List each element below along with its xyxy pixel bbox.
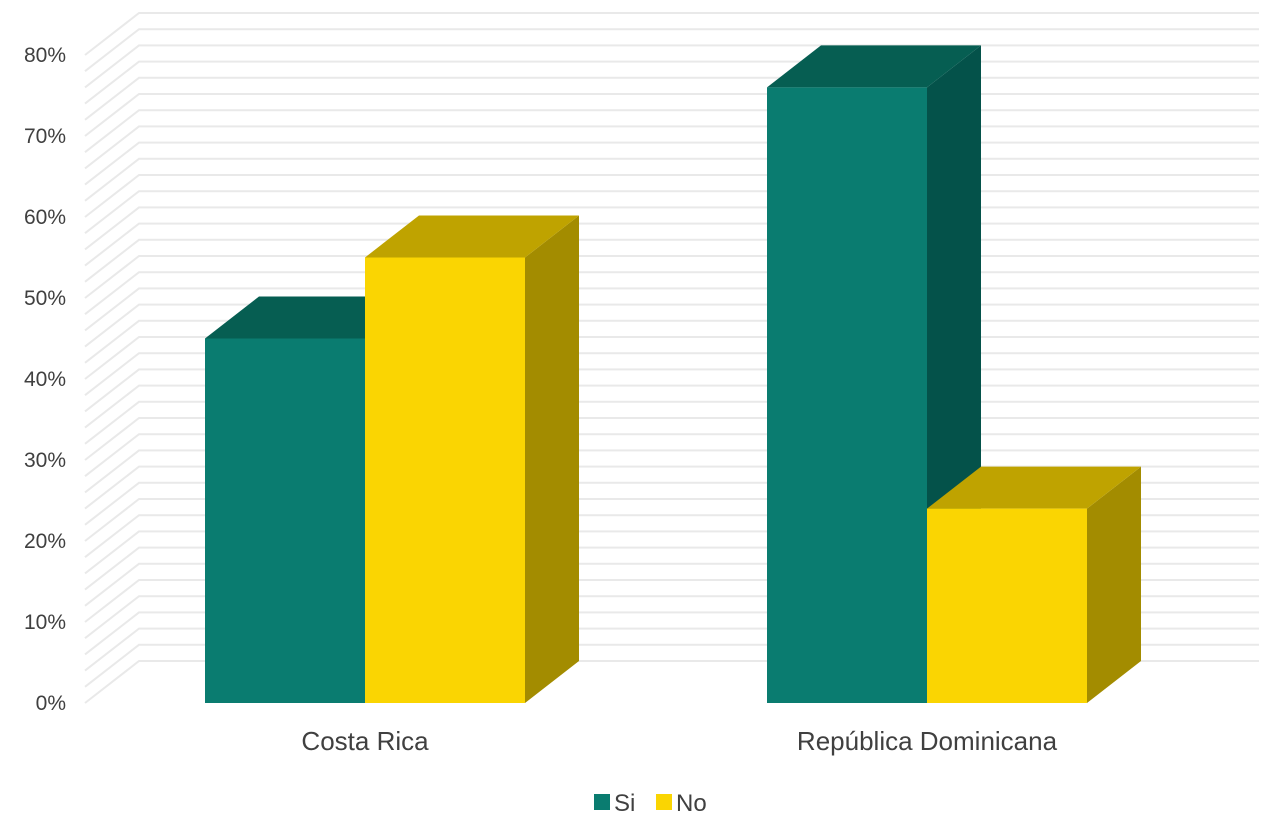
x-category-label: Costa Rica <box>301 726 429 756</box>
legend: Si No <box>594 790 707 816</box>
legend-swatch <box>656 794 672 810</box>
grid-line <box>84 255 1259 299</box>
grid-line <box>84 141 1259 186</box>
y-tick-label: 60% <box>24 206 66 229</box>
bar-no-2 <box>927 466 1141 703</box>
x-axis-category-labels: Costa Rica República Dominicana <box>301 726 1057 756</box>
grid-line <box>84 28 1259 72</box>
y-tick-label: 40% <box>24 368 66 391</box>
bar-no-1 <box>365 215 579 703</box>
x-category-label: República Dominicana <box>797 726 1058 756</box>
legend-item-si: Si <box>594 790 635 816</box>
grid-line <box>84 60 1259 105</box>
grid-line <box>84 125 1259 170</box>
legend-item-no: No <box>656 790 707 816</box>
grid-line <box>84 76 1259 121</box>
grid-line <box>84 222 1259 267</box>
y-tick-label: 80% <box>24 44 66 67</box>
bar-top-face <box>927 466 1141 509</box>
bar-top-face <box>365 215 579 258</box>
bar-side-face <box>1087 466 1141 703</box>
bars <box>205 45 1141 703</box>
bar-front-face <box>927 508 1087 703</box>
legend-label: Si <box>614 790 635 816</box>
grid-line <box>84 190 1259 234</box>
grid-line <box>84 174 1259 218</box>
grid-line <box>84 12 1259 56</box>
bar-front-face <box>767 87 927 703</box>
grid-line <box>84 44 1259 89</box>
y-axis-tick-labels: 0% 10% 20% 30% 40% 50% 60% 70% 80% <box>24 44 66 715</box>
bar-front-face <box>205 338 365 703</box>
grid-line <box>84 93 1259 137</box>
grid-line <box>84 206 1259 251</box>
grid-line <box>84 157 1259 202</box>
legend-label: No <box>676 790 707 816</box>
y-tick-label: 20% <box>24 530 66 553</box>
bar-front-face <box>365 257 525 703</box>
bar-side-face <box>525 215 579 703</box>
grid-line <box>84 238 1259 283</box>
y-tick-label: 10% <box>24 611 66 634</box>
legend-swatch <box>594 794 610 810</box>
y-tick-label: 0% <box>36 692 66 715</box>
y-tick-label: 50% <box>24 287 66 310</box>
grid-line <box>84 109 1259 153</box>
bar-top-face <box>767 45 981 88</box>
y-tick-label: 30% <box>24 449 66 472</box>
y-tick-label: 70% <box>24 125 66 148</box>
